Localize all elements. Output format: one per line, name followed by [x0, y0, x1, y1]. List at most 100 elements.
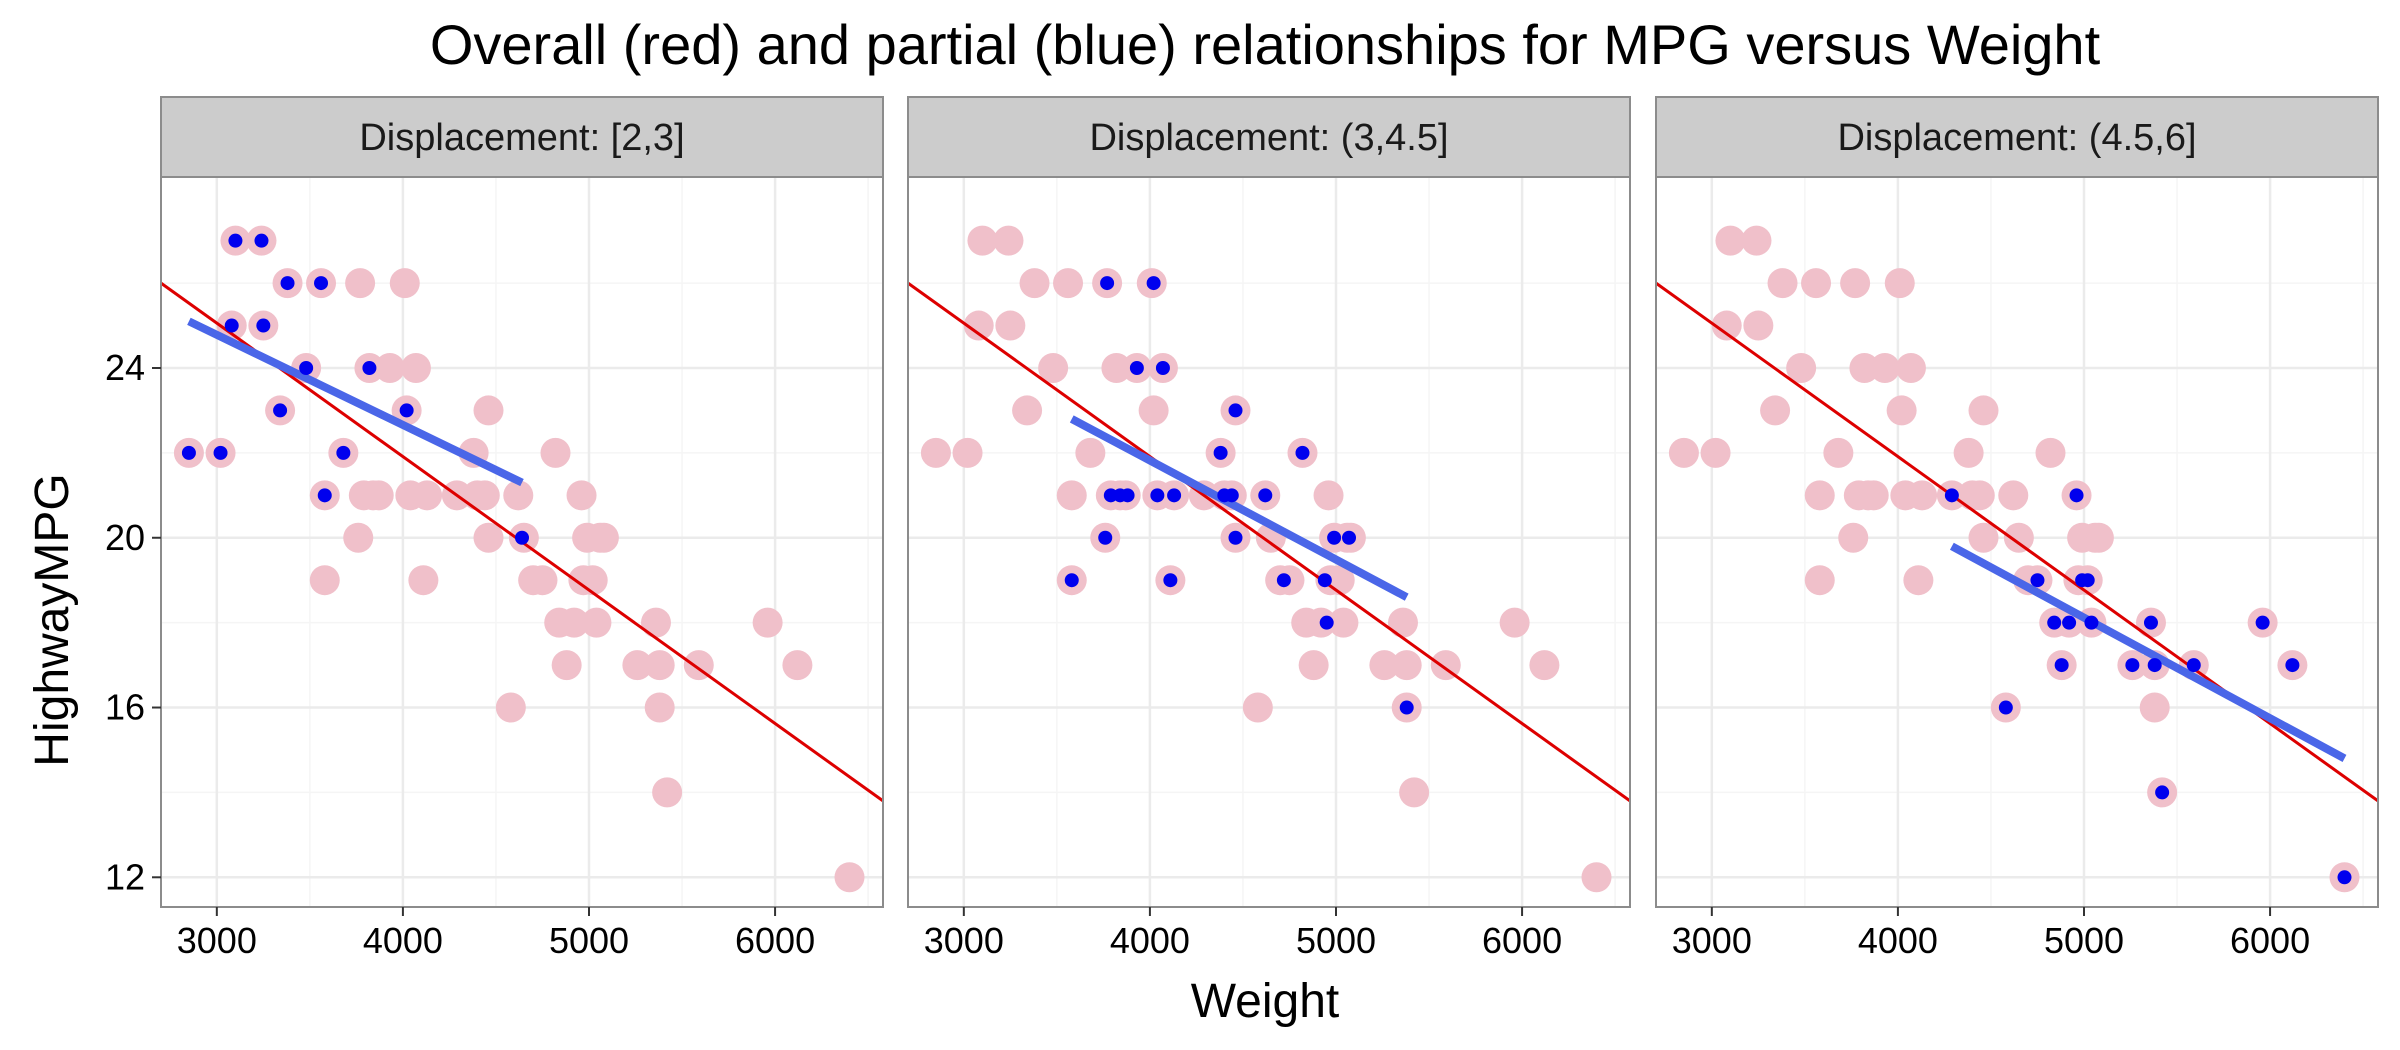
highlight-point [1150, 488, 1165, 503]
x-tick-label: 6000 [735, 920, 815, 961]
background-point [577, 565, 608, 596]
background-point [540, 437, 571, 468]
highlight-point [1129, 360, 1144, 375]
panel-plot-area [908, 177, 1630, 907]
highlight-point [2054, 658, 2069, 673]
background-point [963, 310, 994, 341]
highlight-point [1098, 530, 1113, 545]
highlight-point [228, 233, 243, 248]
background-point [1298, 650, 1329, 681]
background-point [952, 437, 983, 468]
background-point [1823, 437, 1854, 468]
panel-border [160, 176, 884, 908]
panel-border [1655, 176, 2379, 908]
background-point [473, 522, 504, 553]
highlight-point [1155, 360, 1170, 375]
background-point [993, 225, 1024, 256]
highlight-point [1224, 488, 1239, 503]
highlight-point [1342, 530, 1357, 545]
background-point [1313, 480, 1344, 511]
background-point [2083, 522, 2114, 553]
background-point [1529, 650, 1560, 681]
background-point [1012, 395, 1043, 426]
panel-3: Displacement: (4.5,6] 3000 4000 5000 6000 [1655, 96, 2379, 961]
background-point [473, 395, 504, 426]
background-point [1743, 310, 1774, 341]
background-point [1767, 268, 1798, 299]
highlight-point [254, 233, 269, 248]
background-point [1998, 480, 2029, 511]
partial-fit-line [1949, 542, 2347, 762]
highlight-point [515, 530, 529, 545]
panel-1: Displacement: [2,3] 3000 4000 5000 6000 [160, 96, 884, 961]
background-point [1858, 480, 1889, 511]
background-point [1869, 352, 1900, 383]
background-point [782, 650, 813, 681]
background-point [1387, 607, 1418, 638]
highlight-point [1295, 445, 1310, 460]
highlight-point [2080, 573, 2095, 588]
background-point [1840, 268, 1871, 299]
highlight-point [256, 318, 271, 333]
background-point [1838, 522, 1869, 553]
highlight-point [2143, 615, 2158, 630]
background-point [1242, 692, 1273, 723]
highlight-point [2069, 488, 2084, 503]
background-point [363, 480, 394, 511]
panel-border [907, 176, 1631, 908]
background-point [1801, 268, 1832, 299]
highlight-point [280, 276, 295, 291]
highlight-point [299, 360, 314, 375]
highlight-point [2285, 658, 2300, 673]
background-point [309, 565, 340, 596]
background-point [752, 607, 783, 638]
highlight-point [1167, 488, 1182, 503]
highlight-point [1276, 573, 1291, 588]
highlight-point [1213, 445, 1228, 460]
highlight-point [336, 445, 351, 460]
background-point [1968, 522, 1999, 553]
highlight-point [399, 403, 414, 418]
y-tick-label: 20 [105, 517, 145, 558]
background-point [1075, 437, 1106, 468]
background-point [1895, 352, 1926, 383]
highlight-point [1228, 403, 1243, 418]
facet-strip [160, 96, 884, 178]
highlight-point [2155, 785, 2170, 800]
highlight-point [1998, 700, 2013, 715]
background-point [1038, 352, 1069, 383]
background-point [1581, 862, 1612, 893]
background-point [1804, 565, 1835, 596]
background-point [995, 310, 1026, 341]
background-point [1953, 437, 1984, 468]
background-point [1741, 225, 1772, 256]
background-point [1964, 480, 1995, 511]
background-point [1760, 395, 1791, 426]
background-point [345, 268, 376, 299]
highlight-point [1319, 615, 1334, 630]
background-point [1328, 607, 1359, 638]
highlight-point [2030, 573, 2045, 588]
x-axis-title: Weight [1191, 975, 1340, 1028]
y-axis: 12 16 20 24 [105, 347, 161, 897]
panel-plot-area [161, 177, 883, 907]
y-tick-label: 24 [105, 347, 145, 388]
background-point [581, 607, 612, 638]
background-point [1700, 437, 1731, 468]
highlight-point [1258, 488, 1273, 503]
background-point [1804, 480, 1835, 511]
highlight-point [1100, 276, 1115, 291]
highlight-point [362, 360, 377, 375]
highlight-point [2255, 615, 2270, 630]
highlight-point [1327, 530, 1342, 545]
panel-2: Displacement: (3,4.5] 3000 4000 5000 6000 [907, 96, 1631, 961]
background-point [640, 607, 671, 638]
x-tick-label: 5000 [1296, 920, 1376, 961]
background-point [1668, 437, 1699, 468]
background-point [644, 692, 675, 723]
background-point [834, 862, 865, 893]
overall-fit-line [908, 281, 1630, 803]
highlight-point [213, 445, 228, 460]
background-point [559, 607, 590, 638]
background-point [1053, 268, 1084, 299]
